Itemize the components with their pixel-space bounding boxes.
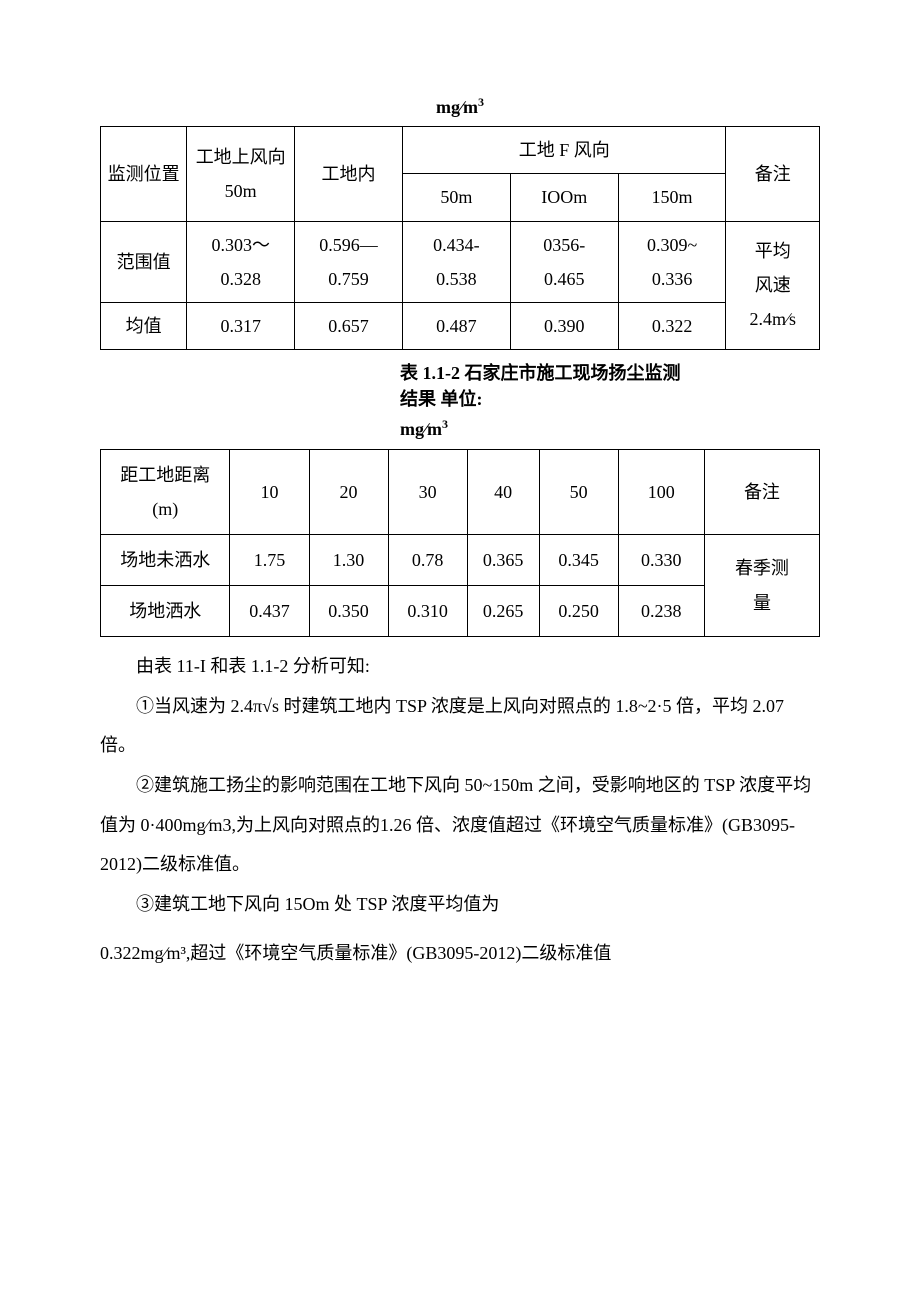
t2-r2-v2: 0.310 xyxy=(388,586,467,637)
unit-label-1: mg∕m3 xyxy=(100,90,820,124)
t2-r1-v5: 0.330 xyxy=(618,534,704,585)
t1-r1-c4: 0.434- 0.538 xyxy=(402,221,510,302)
t2-r2-v5: 0.238 xyxy=(618,586,704,637)
t1-r1-c3: 0.596— 0.759 xyxy=(295,221,403,302)
table-2: 距工地距离 (m) 10 20 30 40 50 100 备注 场地未洒水 1.… xyxy=(100,449,820,638)
t1-r2-label: 均值 xyxy=(101,302,187,349)
t2-r2-v4: 0.250 xyxy=(539,586,618,637)
table2-caption-line1: 表 1.1-2 石家庄市施工现场扬尘监测 xyxy=(400,360,820,387)
t1-note: 平均 风速 2.4m∕s xyxy=(726,221,820,350)
t1-h-c6: 150m xyxy=(618,174,726,221)
t1-h-c2: 工地上风向 50m xyxy=(187,127,295,221)
para-1: 由表 11-I 和表 1.1-2 分析可知: xyxy=(100,647,820,687)
t1-h-c1: 监测位置 xyxy=(101,127,187,221)
t2-r1-v1: 1.30 xyxy=(309,534,388,585)
t1-r1-c6: 0.309~ 0.336 xyxy=(618,221,726,302)
para-4: ③建筑工地下风向 15Om 处 TSP 浓度平均值为 xyxy=(100,885,820,925)
para-3: ②建筑施工扬尘的影响范围在工地下风向 50~150m 之间，受影响地区的 TSP… xyxy=(100,766,820,885)
t2-r1-v3: 0.365 xyxy=(467,534,539,585)
t2-h-c6: 50 xyxy=(539,449,618,534)
t2-r2-label: 场地洒水 xyxy=(101,586,230,637)
table2-caption-line2: 结果 单位: xyxy=(400,387,820,412)
t2-h-c3: 20 xyxy=(309,449,388,534)
t2-note: 春季测 量 xyxy=(704,534,819,636)
para-2: ①当风速为 2.4π√s 时建筑工地内 TSP 浓度是上风向对照点的 1.8~2… xyxy=(100,687,820,766)
t2-r2-v1: 0.350 xyxy=(309,586,388,637)
t2-r2-v0: 0.437 xyxy=(230,586,309,637)
t1-h-c4: 50m xyxy=(402,174,510,221)
t2-r2-v3: 0.265 xyxy=(467,586,539,637)
unit-label-2: mg∕m3 xyxy=(400,412,820,446)
t2-h-c2: 10 xyxy=(230,449,309,534)
t1-r2-c3: 0.657 xyxy=(295,302,403,349)
t1-r2-c6: 0.322 xyxy=(618,302,726,349)
t2-h-c7: 100 xyxy=(618,449,704,534)
t2-r1-label: 场地未洒水 xyxy=(101,534,230,585)
t1-h-c7: 备注 xyxy=(726,127,820,221)
t1-h-group: 工地 F 风向 xyxy=(402,127,726,174)
t1-r2-c4: 0.487 xyxy=(402,302,510,349)
para-5: 0.322mg∕m³,超过《环境空气质量标准》(GB3095-2012)二级标准… xyxy=(100,934,820,974)
table-1: 监测位置 工地上风向 50m 工地内 工地 F 风向 备注 50m IOOm 1… xyxy=(100,126,820,350)
t2-h-c8: 备注 xyxy=(704,449,819,534)
t1-r1-c5: 0356- 0.465 xyxy=(510,221,618,302)
t2-h-c5: 40 xyxy=(467,449,539,534)
t2-h-c1: 距工地距离 (m) xyxy=(101,449,230,534)
t1-r1-c2: 0.303～ 0.328 xyxy=(187,221,295,302)
t2-r1-v0: 1.75 xyxy=(230,534,309,585)
t1-r2-c5: 0.390 xyxy=(510,302,618,349)
t1-h-c5: IOOm xyxy=(510,174,618,221)
t2-r1-v2: 0.78 xyxy=(388,534,467,585)
t2-r1-v4: 0.345 xyxy=(539,534,618,585)
t1-h-c3: 工地内 xyxy=(295,127,403,221)
t1-r2-c2: 0.317 xyxy=(187,302,295,349)
t1-r1-label: 范围值 xyxy=(101,221,187,302)
t2-h-c4: 30 xyxy=(388,449,467,534)
